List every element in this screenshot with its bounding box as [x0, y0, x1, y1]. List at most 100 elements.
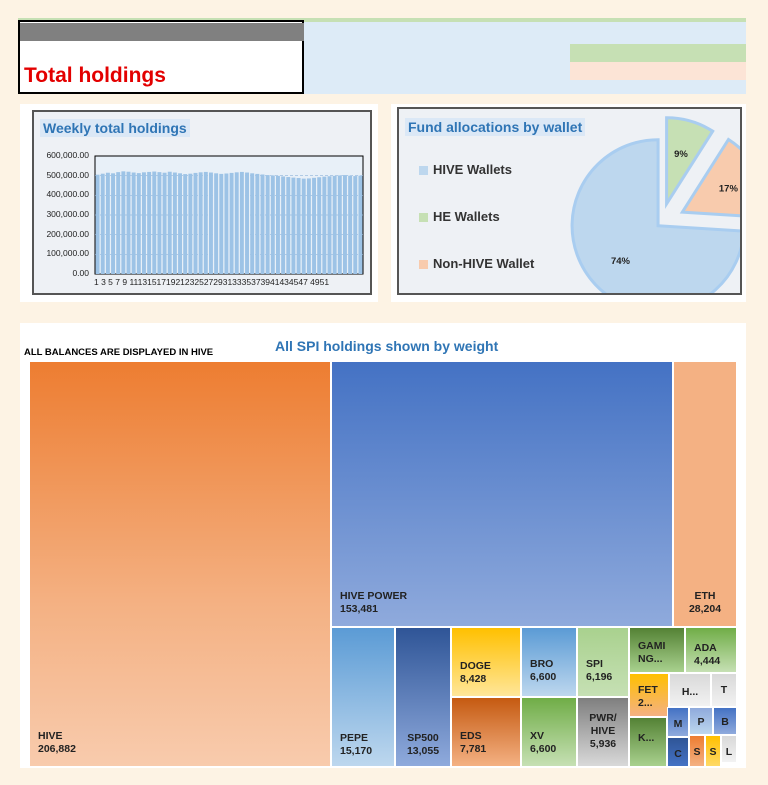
weekly-bar[interactable]	[332, 175, 337, 274]
allocation-chart-title: Fund allocations by wallet	[405, 118, 586, 136]
weekly-bar[interactable]	[358, 175, 363, 274]
treemap-tile[interactable]: C	[667, 737, 689, 767]
treemap-tile[interactable]: S	[689, 735, 705, 767]
weekly-bar[interactable]	[260, 174, 265, 274]
weekly-bar[interactable]	[157, 172, 162, 274]
weekly-bar[interactable]	[229, 172, 234, 274]
treemap-tile[interactable]: EDS 7,781	[451, 697, 521, 767]
treemap-tile-label: T	[720, 684, 728, 696]
treemap-tile[interactable]: BRO 6,600	[521, 627, 577, 697]
weekly-bar[interactable]	[301, 178, 306, 274]
treemap-tile-value: 15,170	[340, 745, 373, 758]
weekly-bar[interactable]	[147, 171, 152, 274]
weekly-bar[interactable]	[172, 172, 177, 274]
pie-slice[interactable]	[679, 137, 740, 218]
weekly-bar[interactable]	[219, 173, 224, 274]
weekly-bar[interactable]	[281, 176, 286, 274]
weekly-bar[interactable]	[136, 173, 141, 274]
weekly-chart-frame[interactable]: Weekly total holdings 600,000.00 500,000.…	[32, 110, 372, 295]
weekly-bar[interactable]	[193, 172, 198, 274]
treemap-tile[interactable]: L	[721, 735, 737, 763]
weekly-bar[interactable]	[105, 172, 110, 274]
weekly-bar[interactable]	[353, 176, 358, 274]
pie-slice-label: 9%	[674, 149, 688, 160]
treemap-tile-value: 8,428	[460, 673, 487, 686]
treemap-tile[interactable]: P	[689, 707, 713, 735]
pie-slice[interactable]	[570, 138, 740, 293]
treemap-tile-label: K...	[638, 732, 655, 744]
weekly-bar[interactable]	[142, 172, 146, 274]
weekly-bar[interactable]	[245, 172, 249, 274]
weekly-bar[interactable]	[317, 177, 322, 274]
treemap-tile[interactable]: HIVE POWER 153,481	[331, 361, 673, 627]
weekly-bar[interactable]	[162, 172, 167, 274]
treemap-tile[interactable]: SPI 6,196	[577, 627, 629, 697]
treemap-tile[interactable]: SP500 13,055	[395, 627, 451, 767]
weekly-bar[interactable]	[131, 172, 136, 274]
treemap-tile[interactable]: FET 2...	[629, 673, 669, 717]
treemap-tile[interactable]: B	[713, 707, 737, 735]
weekly-bar[interactable]	[126, 171, 131, 274]
treemap-tile[interactable]: PWR/ HIVE 5,936	[577, 697, 629, 767]
weekly-bar[interactable]	[198, 172, 203, 274]
weekly-bar[interactable]	[183, 174, 188, 274]
weekly-bar[interactable]	[209, 172, 213, 274]
weekly-bar[interactable]	[178, 173, 182, 274]
weekly-bar[interactable]	[337, 175, 342, 274]
weekly-bar[interactable]	[265, 175, 270, 274]
treemap-tile[interactable]: T	[711, 673, 737, 707]
weekly-bar[interactable]	[239, 171, 244, 274]
legend-label-hive: HIVE Wallets	[433, 162, 512, 177]
treemap-tile[interactable]: PEPE 15,170	[331, 627, 395, 767]
treemap-tile-label: PEPE	[340, 732, 369, 744]
treemap-tile-value: 5,936	[589, 738, 617, 751]
treemap-tile[interactable]: ADA 4,444	[685, 627, 737, 673]
treemap-tile[interactable]: M	[667, 707, 689, 737]
weekly-bar[interactable]	[255, 173, 260, 274]
treemap-tile[interactable]: XV 6,600	[521, 697, 577, 767]
treemap-tile-label: PWR/ HIVE	[589, 712, 617, 738]
weekly-bar[interactable]	[322, 176, 327, 274]
weekly-bar[interactable]	[203, 171, 208, 274]
weekly-bar[interactable]	[95, 174, 100, 274]
weekly-bar[interactable]	[224, 173, 229, 275]
weekly-bar[interactable]	[250, 173, 255, 274]
weekly-bar[interactable]	[286, 177, 291, 274]
pie-slice[interactable]	[665, 116, 715, 209]
treemap-tile-label: GAMI NG...	[638, 640, 666, 666]
weekly-bar[interactable]	[296, 178, 301, 274]
weekly-bar[interactable]	[167, 171, 172, 274]
treemap-tile-label: S	[709, 746, 717, 758]
weekly-bar[interactable]	[100, 173, 105, 274]
allocation-pie: 74% 9% 17%	[570, 116, 740, 293]
header-top-strip	[18, 18, 746, 22]
weekly-bar[interactable]	[152, 171, 157, 274]
weekly-bar[interactable]	[312, 177, 316, 274]
header: Total holdings	[18, 18, 746, 96]
weekly-bar[interactable]	[343, 175, 347, 274]
weekly-bar[interactable]	[234, 172, 239, 274]
weekly-bar[interactable]	[348, 175, 353, 274]
weekly-bar[interactable]	[116, 172, 121, 274]
treemap-tile[interactable]: DOGE 8,428	[451, 627, 521, 697]
weekly-bar[interactable]	[188, 173, 193, 274]
weekly-bar[interactable]	[306, 178, 311, 274]
weekly-y-tick: 200,000.00	[46, 228, 89, 239]
weekly-bar[interactable]	[276, 175, 280, 274]
allocation-chart-frame[interactable]: Fund allocations by wallet HIVE Wallets …	[397, 107, 742, 295]
treemap-tile[interactable]: H...	[669, 673, 711, 707]
treemap-tile[interactable]: ETH 28,204	[673, 361, 737, 627]
weekly-bar[interactable]	[111, 173, 115, 274]
treemap-tile[interactable]: GAMI NG...	[629, 627, 685, 673]
treemap-tile[interactable]: HIVE 206,882	[29, 361, 331, 767]
treemap-tile[interactable]: K...	[629, 717, 667, 767]
weekly-bar[interactable]	[327, 176, 332, 274]
treemap-tile[interactable]: S	[705, 735, 721, 767]
weekly-bar[interactable]	[291, 177, 296, 274]
weekly-bar[interactable]	[270, 175, 275, 274]
treemap-tile-label: SPI	[586, 658, 603, 670]
weekly-bar[interactable]	[121, 171, 126, 274]
weekly-bar[interactable]	[214, 173, 219, 274]
treemap-tile-value: 6,196	[586, 671, 613, 684]
weekly-y-tick: 0.00	[72, 268, 89, 278]
